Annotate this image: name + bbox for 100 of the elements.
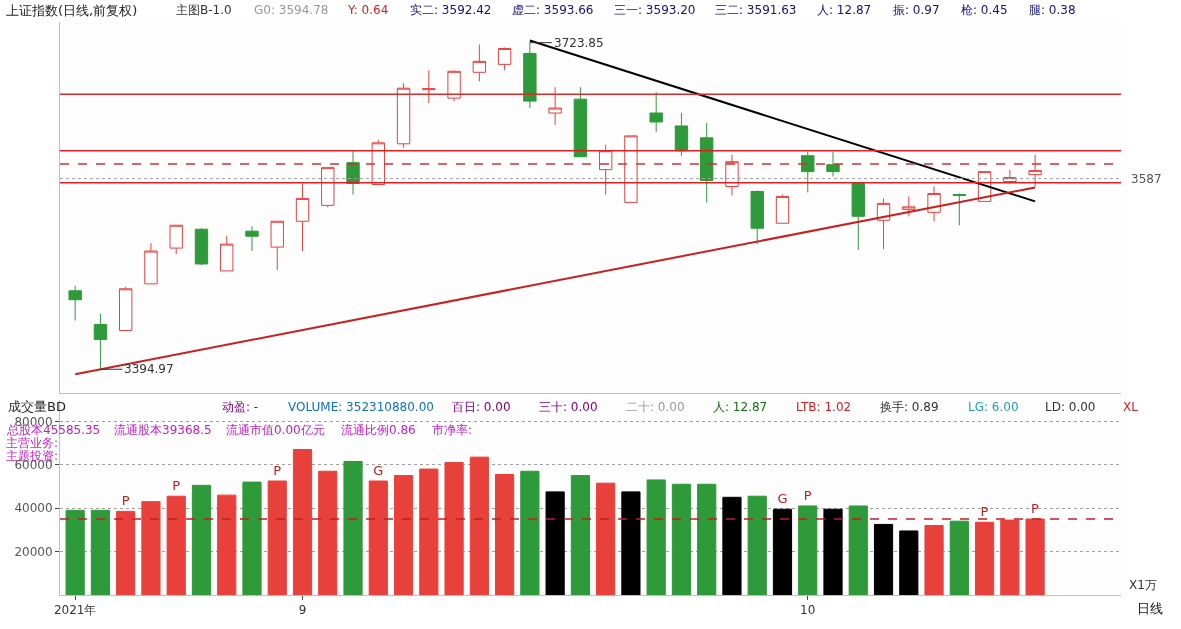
candlestick (422, 69, 436, 104)
data-label: G (373, 463, 384, 479)
bar (368, 480, 388, 595)
candlestick (447, 69, 461, 102)
bar (90, 509, 111, 595)
bar (974, 521, 995, 595)
text: 振: 0.97 (893, 3, 940, 17)
x-tick-label: 10 (800, 603, 816, 618)
annotation: 换手: 0.89 (880, 400, 939, 414)
bar (873, 523, 894, 595)
y-tick-label: 40000 (14, 501, 53, 516)
data-label: P (273, 463, 282, 479)
candlestick (295, 183, 310, 252)
data-label: G (777, 491, 788, 507)
candlestick (93, 313, 108, 370)
bar (596, 482, 616, 595)
annotation: LG: 6.00 (968, 400, 1019, 414)
bar (570, 475, 590, 595)
candlestick (321, 167, 335, 208)
candlestick (270, 220, 284, 271)
candlestick (750, 189, 764, 245)
bar (798, 505, 818, 595)
bar (393, 475, 414, 595)
bar (419, 468, 439, 595)
annotation: LTB: 1.02 (796, 400, 852, 414)
candlestick (1028, 154, 1042, 188)
text: 三二: 3591.63 (715, 3, 797, 17)
candlestick (952, 192, 967, 226)
bar (848, 505, 868, 595)
candlestick (497, 46, 512, 71)
annotation: 二十: 0.00 (626, 400, 685, 414)
bar (671, 483, 692, 595)
candlestick (674, 112, 689, 157)
candlestick (472, 44, 487, 82)
candlestick (245, 225, 259, 252)
candlestick (927, 186, 941, 222)
annotation: 动盈: - (222, 400, 259, 414)
candlestick (649, 91, 663, 133)
candlestick (548, 86, 562, 126)
bar (191, 484, 212, 595)
text: G0: 3594.78 (254, 3, 329, 17)
candlestick (700, 122, 714, 203)
annotation: 流通比例0.86 (341, 423, 416, 437)
bar (924, 525, 944, 595)
annotation: VOLUME: 352310880.00 (288, 400, 434, 414)
candlestick (801, 151, 815, 193)
bar (495, 474, 515, 595)
bar (318, 470, 338, 595)
data-label: P (803, 487, 812, 503)
bar (621, 491, 641, 595)
data-label: P (1031, 501, 1040, 517)
bar (1025, 518, 1045, 595)
bar (242, 481, 262, 595)
candlestick (902, 195, 916, 217)
annotation: 3723.85 (554, 36, 604, 50)
bar (772, 508, 793, 595)
candlestick (220, 235, 234, 272)
bar (722, 496, 742, 595)
candlestick (573, 86, 588, 158)
candlestick (169, 224, 183, 255)
annotation: 市净率: (432, 423, 473, 437)
bar (646, 479, 666, 595)
annotation: 三十: 0.00 (539, 400, 598, 414)
text: Y: 0.64 (347, 3, 389, 17)
annotation: 流通股本39368.5 (114, 423, 212, 437)
bar (292, 449, 313, 595)
candlestick (1003, 169, 1017, 185)
x-tick-label: 2021年 (53, 603, 97, 618)
ref-line-label: 3587 (1131, 172, 1162, 186)
annotation: 百日: 0.00 (452, 400, 511, 414)
annotation: LD: 0.00 (1045, 400, 1096, 414)
bar (949, 520, 969, 595)
chart-title: 成交量BD (8, 399, 66, 414)
bar (65, 509, 85, 595)
text: 虚二: 3593.66 (512, 3, 594, 17)
text: 主营业务: (6, 436, 59, 450)
data-label: P (980, 504, 989, 520)
bar (823, 508, 843, 595)
text: 实二: 3592.42 (410, 3, 492, 17)
bar (899, 530, 919, 595)
bar (545, 491, 565, 595)
chart-title: 上证指数(日线,前复权) (6, 3, 138, 18)
bar (116, 510, 136, 595)
text: 日线 (1137, 601, 1163, 616)
candlestick (118, 286, 133, 331)
bar (520, 470, 540, 595)
text: X1万 (1129, 578, 1157, 592)
bar (1000, 519, 1020, 595)
candlestick (624, 135, 638, 203)
candlestick (826, 151, 840, 178)
text: XL (1123, 400, 1139, 414)
bar (697, 483, 717, 595)
candlestick (144, 242, 158, 285)
bar (343, 460, 363, 595)
bar (747, 495, 767, 595)
candlestick (68, 285, 82, 322)
candlestick (851, 182, 865, 251)
x-tick-label: 9 (298, 603, 307, 618)
chart-subtitle: 主图B-1.0 (176, 3, 232, 17)
text: 枪: 0.45 (961, 3, 1008, 17)
